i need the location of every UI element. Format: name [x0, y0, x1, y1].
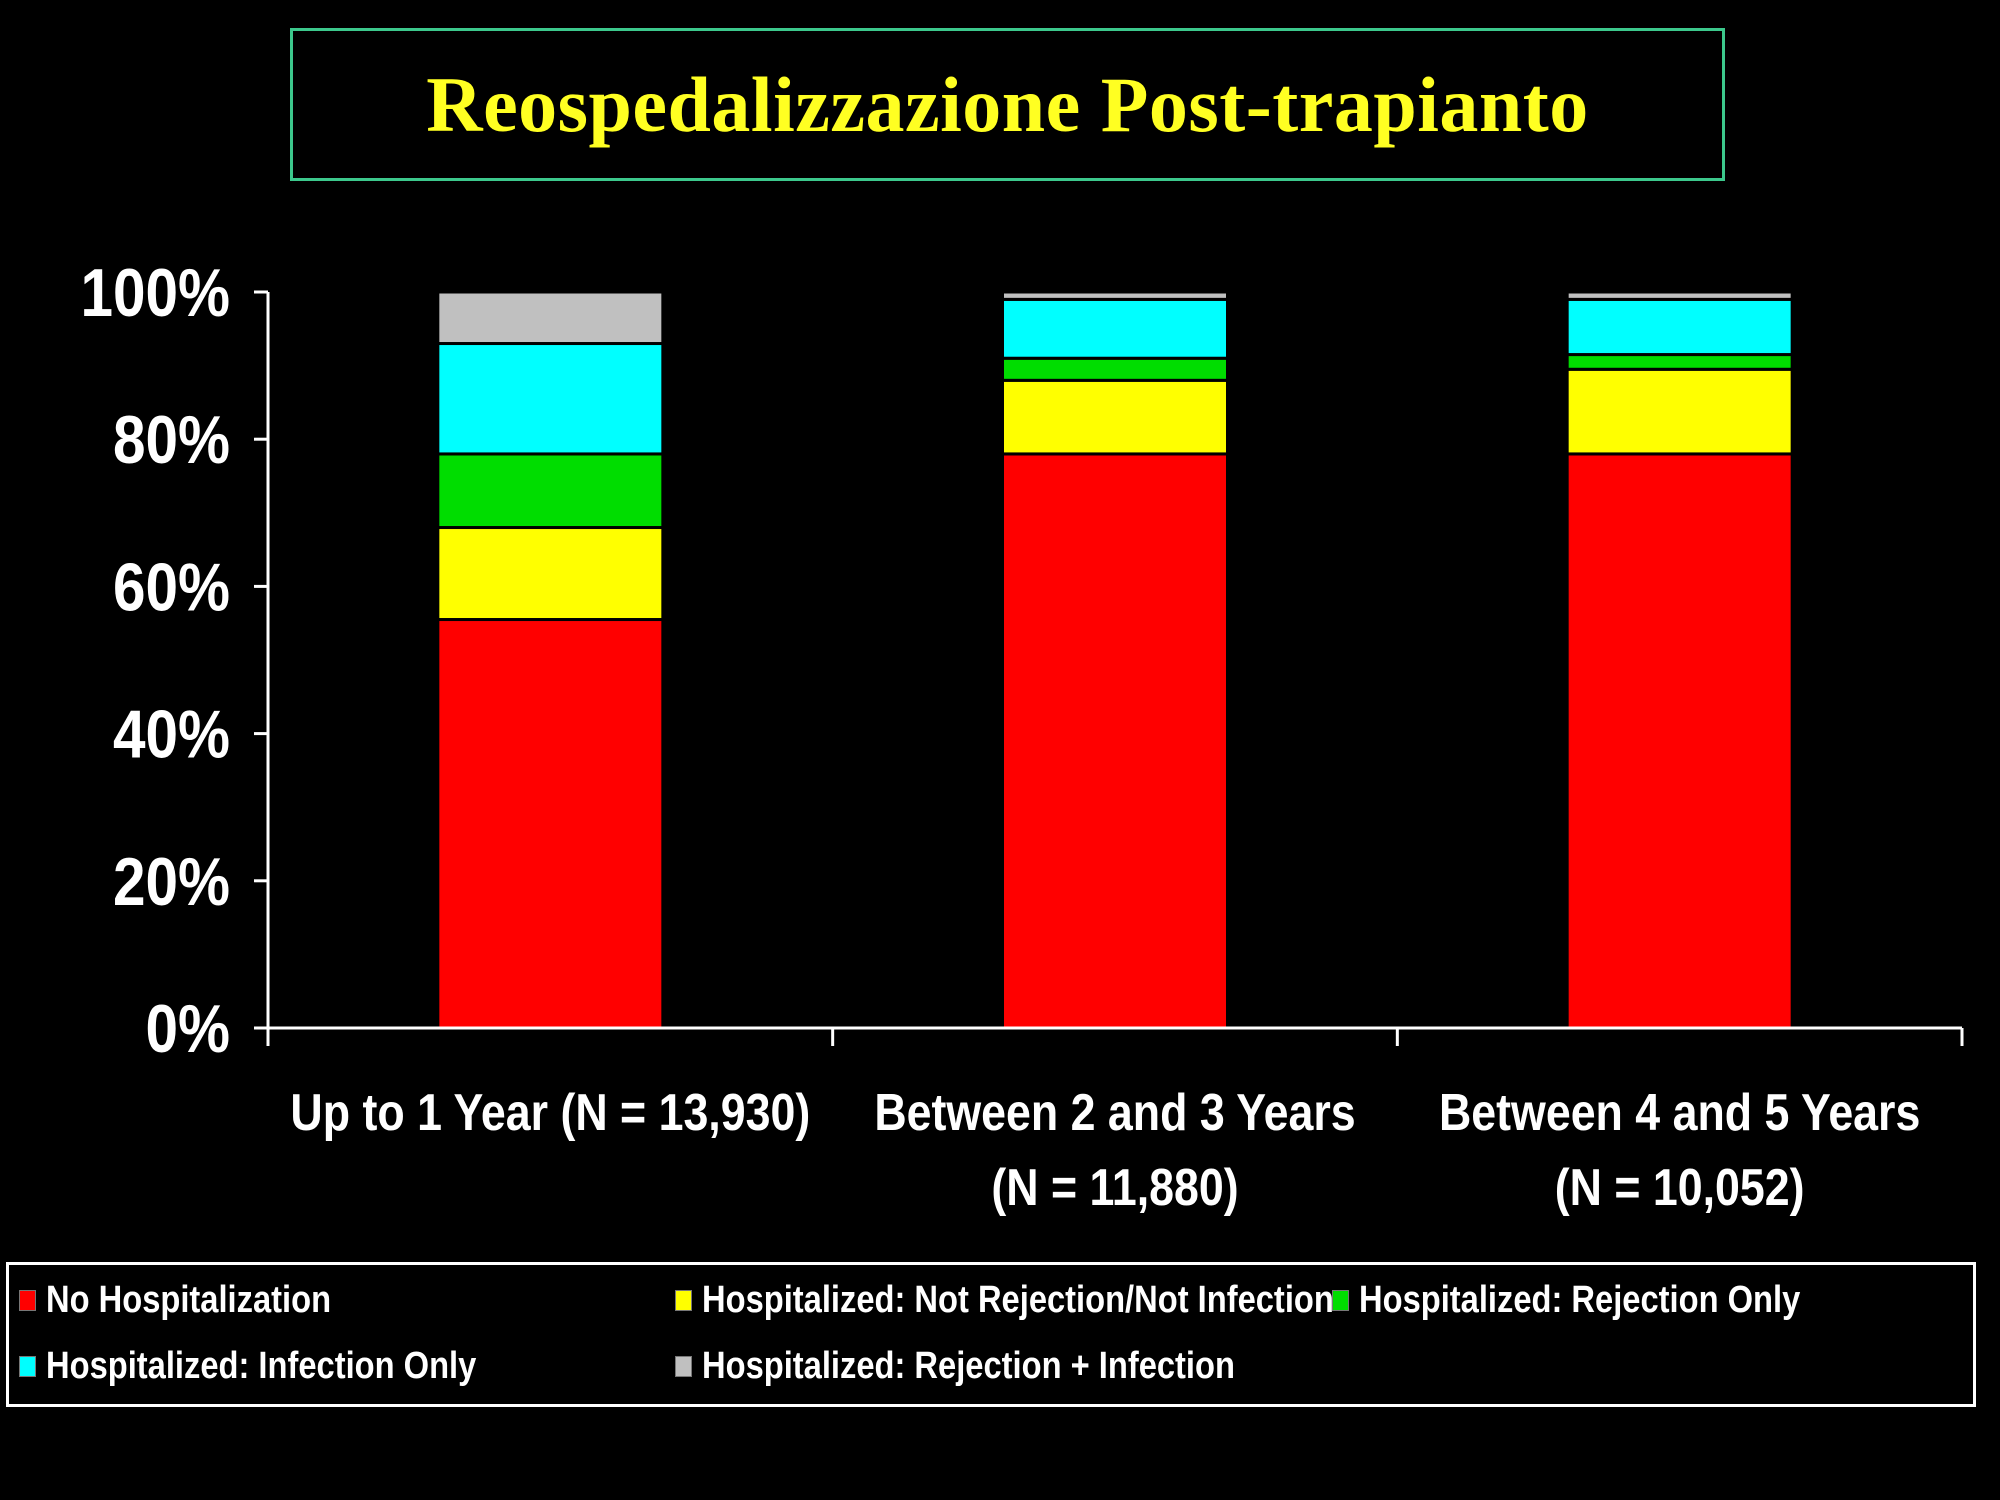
bar-segment — [1565, 353, 1794, 371]
bar-segment — [1001, 356, 1229, 382]
bar-segment — [1565, 290, 1794, 301]
bar-segment — [1001, 297, 1229, 360]
bar-segment — [1001, 378, 1229, 456]
y-tick-label: 40% — [113, 698, 230, 773]
legend-item-rejection-plus-infection: Hospitalized: Rejection + Infection — [675, 1341, 1322, 1391]
legend-label: Hospitalized: Infection Only — [46, 1344, 477, 1387]
y-tick-label: 80% — [113, 403, 230, 478]
legend-swatch-gray — [675, 1355, 692, 1377]
legend-item-not-rejection-not-infection: Hospitalized: Not Rejection/Not Infectio… — [675, 1275, 1437, 1325]
bar-segment — [436, 290, 665, 346]
bar-segment — [436, 452, 665, 530]
legend-item-infection-only: Hospitalized: Infection Only — [19, 1341, 546, 1391]
bar-segment — [436, 618, 665, 1030]
legend-label: No Hospitalization — [46, 1278, 332, 1321]
legend-label: Hospitalized: Rejection + Infection — [702, 1344, 1235, 1387]
x-category-label: (N = 11,880) — [991, 1159, 1238, 1217]
bar-segment — [436, 526, 665, 622]
y-tick-label: 60% — [113, 550, 230, 625]
legend: No Hospitalization Hospitalized: Not Rej… — [6, 1262, 1976, 1407]
bar-segment — [1565, 452, 1794, 1030]
legend-item-rejection-only: Hospitalized: Rejection Only — [1332, 1275, 1872, 1325]
x-category-label: Up to 1 Year (N = 13,930) — [290, 1084, 810, 1142]
bar-segment — [1565, 297, 1794, 357]
x-category-label: Between 4 and 5 Years — [1439, 1084, 1920, 1142]
legend-label: Hospitalized: Not Rejection/Not Infectio… — [702, 1278, 1334, 1321]
legend-item-no-hospitalization: No Hospitalization — [19, 1275, 377, 1325]
legend-swatch-yellow — [675, 1289, 692, 1311]
y-tick-label: 0% — [145, 992, 230, 1067]
legend-swatch-cyan — [19, 1355, 36, 1377]
y-tick-label: 20% — [113, 845, 230, 920]
legend-swatch-green — [1332, 1289, 1349, 1311]
y-tick-label: 100% — [80, 256, 230, 331]
bar-segment — [436, 342, 665, 456]
legend-label: Hospitalized: Rejection Only — [1359, 1278, 1801, 1321]
bar-segment — [1001, 452, 1229, 1030]
bar-segment — [1565, 367, 1794, 456]
slide-title: Reospedalizzazione Post-trapianto — [426, 60, 1589, 148]
stacked-bar-chart: 0% 20% 40% 60% 80% 100% Up to 1 Year (N = 13,9… — [80, 256, 1964, 1217]
x-category-label: (N = 10,052) — [1555, 1159, 1805, 1217]
bar-segment — [1001, 290, 1229, 301]
legend-swatch-red — [19, 1289, 36, 1311]
x-category-label: Between 2 and 3 Years — [874, 1084, 1355, 1142]
title-box: Reospedalizzazione Post-trapianto — [290, 28, 1725, 181]
